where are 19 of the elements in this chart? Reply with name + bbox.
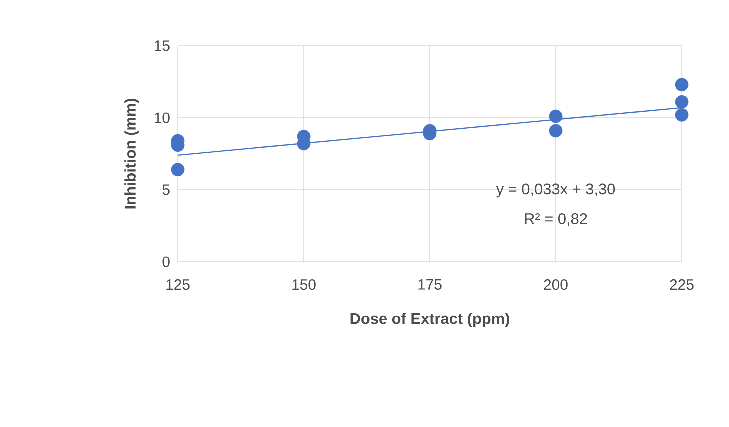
annotation: R² = 0,82 bbox=[525, 214, 588, 226]
y-tick-label: 10 bbox=[155, 112, 170, 124]
point bbox=[675, 78, 689, 92]
point bbox=[549, 124, 563, 138]
x-tick-label: 175 bbox=[418, 280, 442, 290]
point bbox=[549, 110, 563, 124]
x-tick-label: 225 bbox=[670, 280, 694, 290]
x-tick-label: 150 bbox=[292, 280, 316, 290]
y-tick-label: 0 bbox=[162, 256, 170, 268]
x-axis-title: Dose of Extract (ppm) bbox=[350, 312, 510, 328]
y-axis-title: Inhibition (mm) bbox=[124, 99, 140, 209]
x-tick-label: 125 bbox=[166, 280, 190, 290]
y-tick-label: 15 bbox=[155, 40, 170, 52]
point bbox=[675, 108, 689, 122]
point bbox=[675, 95, 689, 109]
x-tick-label: 200 bbox=[544, 280, 568, 290]
point bbox=[171, 163, 185, 177]
annotation: y = 0,033x + 3,30 bbox=[496, 184, 616, 198]
y-tick-label: 5 bbox=[162, 184, 170, 196]
